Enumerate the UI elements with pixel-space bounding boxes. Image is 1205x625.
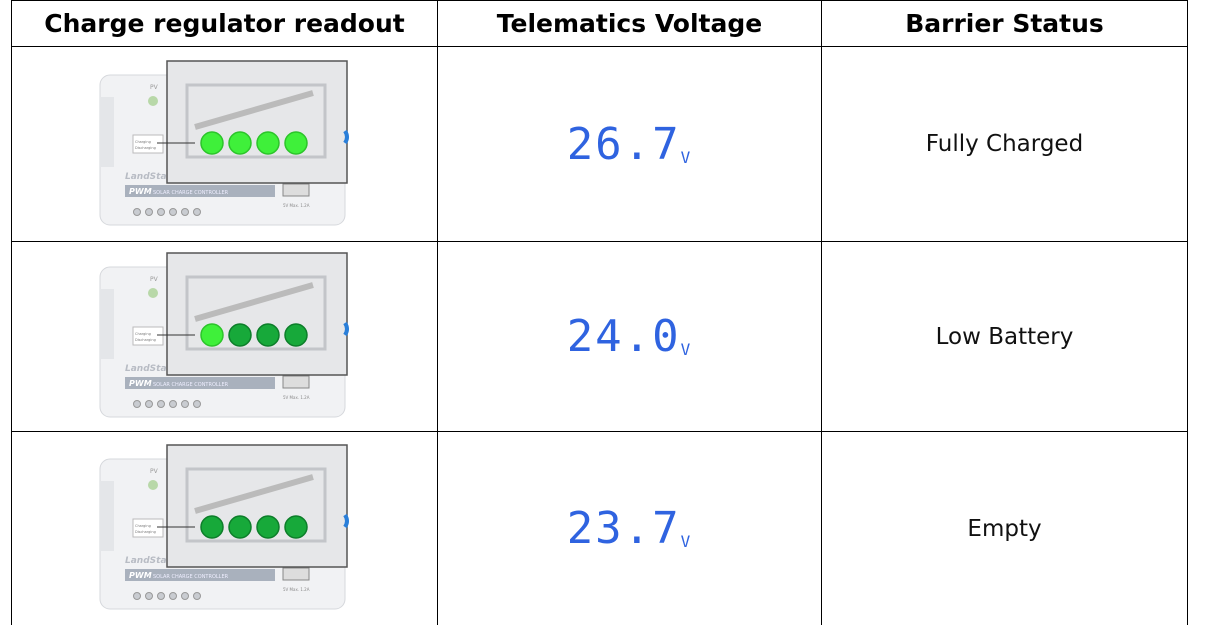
- device-text: 5V Max. 1.2A: [283, 203, 310, 208]
- led: [285, 516, 307, 538]
- voltage-cell: 26.7V: [438, 47, 821, 241]
- device-text: Discharging: [135, 146, 156, 150]
- device-text: SOLAR CHARGE CONTROLLER: [153, 574, 229, 580]
- terminal: [145, 401, 152, 408]
- usb-port: [283, 376, 309, 388]
- blue-edge: [345, 515, 347, 527]
- zoom-inset: [167, 253, 347, 375]
- terminal: [193, 401, 200, 408]
- header-cell: Telematics Voltage: [438, 1, 821, 46]
- voltage-value: 26.7: [567, 119, 681, 170]
- status-cell: Fully Charged: [822, 47, 1187, 241]
- label-box: [133, 135, 163, 153]
- device-text: Discharging: [135, 338, 156, 342]
- device-text: Charging: [135, 140, 151, 144]
- zoom-inset: [167, 445, 347, 567]
- status-text: Empty: [967, 516, 1041, 542]
- terminal: [145, 593, 152, 600]
- terminal: [133, 401, 140, 408]
- terminal: [157, 401, 164, 408]
- lcd-readout: 23.7V: [567, 503, 693, 554]
- rule: [1187, 0, 1188, 625]
- device-text: PV: [150, 84, 159, 91]
- indicator: [148, 288, 158, 298]
- led: [257, 324, 279, 346]
- led: [285, 132, 307, 154]
- device-text: SOLAR CHARGE CONTROLLER: [153, 382, 229, 388]
- terminal: [181, 401, 188, 408]
- terminal: [181, 593, 188, 600]
- status-text: Fully Charged: [926, 131, 1083, 157]
- terminal: [133, 208, 140, 215]
- lcd-readout: 26.7V: [567, 119, 693, 170]
- indicator: [148, 96, 158, 106]
- terminal: [145, 208, 152, 215]
- device-text: PV: [150, 276, 159, 283]
- led: [229, 132, 251, 154]
- device-text: PWM: [129, 379, 152, 388]
- indicator: [148, 480, 158, 490]
- voltage-value: 23.7: [567, 503, 681, 554]
- terminal: [181, 208, 188, 215]
- device-cell: PVChargingDischargingLandStar LS1024EUPW…: [12, 47, 437, 241]
- page: Charge regulator readout Telematics Volt…: [0, 0, 1205, 625]
- led: [229, 324, 251, 346]
- blue-edge: [345, 131, 347, 143]
- terminal: [169, 208, 176, 215]
- led: [285, 324, 307, 346]
- label-box: [133, 327, 163, 345]
- header-cell: Charge regulator readout: [12, 1, 437, 46]
- device-text: 5V Max. 1.2A: [283, 587, 310, 592]
- usb-port: [283, 184, 309, 196]
- device-text: Charging: [135, 332, 151, 336]
- header-cell: Barrier Status: [822, 1, 1187, 46]
- voltage-unit: V: [681, 532, 693, 551]
- voltage-cell: 23.7V: [438, 432, 821, 625]
- zoom-inset: [167, 61, 347, 183]
- device-text: PV: [150, 468, 159, 475]
- terminal: [193, 208, 200, 215]
- led: [257, 516, 279, 538]
- device-text: Discharging: [135, 530, 156, 534]
- led: [229, 516, 251, 538]
- device-text: 5V Max. 1.2A: [283, 395, 310, 400]
- status-cell: Empty: [822, 432, 1187, 625]
- blue-edge: [345, 323, 347, 335]
- status-cell: Low Battery: [822, 242, 1187, 431]
- device-text: PWM: [129, 187, 152, 196]
- device-text: Charging: [135, 524, 151, 528]
- mount-tab: [100, 97, 114, 167]
- lcd-readout: 24.0V: [567, 311, 693, 362]
- voltage-cell: 24.0V: [438, 242, 821, 431]
- usb-port: [283, 568, 309, 580]
- label-box: [133, 519, 163, 537]
- voltage-value: 24.0: [567, 311, 681, 362]
- led: [257, 132, 279, 154]
- device-text: SOLAR CHARGE CONTROLLER: [153, 190, 229, 196]
- terminal: [169, 401, 176, 408]
- device-image: PVChargingDischargingLandStar LS1024EUPW…: [95, 249, 355, 424]
- led: [201, 516, 223, 538]
- led: [201, 132, 223, 154]
- led: [201, 324, 223, 346]
- terminal: [133, 593, 140, 600]
- terminal: [157, 593, 164, 600]
- mount-tab: [100, 481, 114, 551]
- terminal: [157, 208, 164, 215]
- mount-tab: [100, 289, 114, 359]
- voltage-unit: V: [681, 148, 693, 167]
- voltage-unit: V: [681, 340, 693, 359]
- terminal: [193, 593, 200, 600]
- terminal: [169, 593, 176, 600]
- status-text: Low Battery: [936, 324, 1074, 350]
- device-text: PWM: [129, 571, 152, 580]
